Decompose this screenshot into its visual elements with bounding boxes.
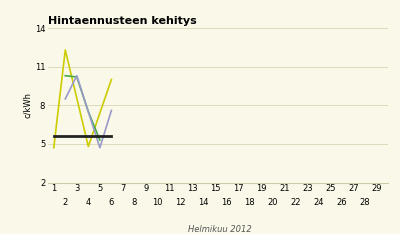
Y-axis label: c/kWh: c/kWh xyxy=(23,92,32,118)
Text: Hintaennusteen kehitys: Hintaennusteen kehitys xyxy=(48,16,197,26)
Text: Helmikuu 2012: Helmikuu 2012 xyxy=(188,225,252,234)
